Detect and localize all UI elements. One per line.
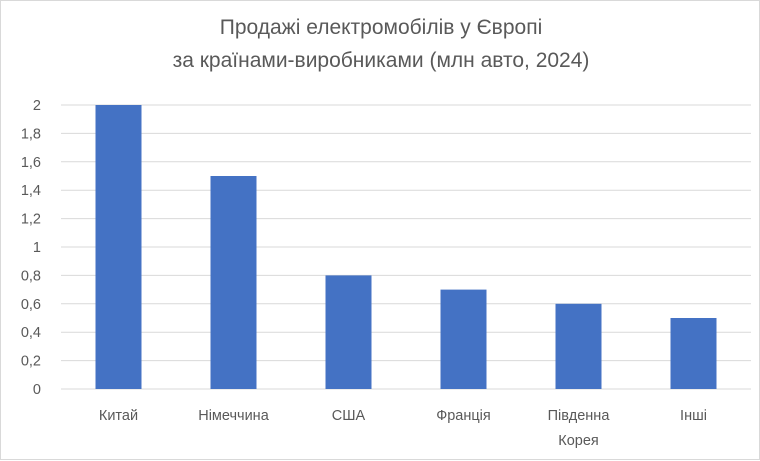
y-tick-label: 0 [33,382,41,398]
x-tick-label: Франція [436,408,491,424]
bar [210,176,257,389]
y-tick-label: 1 [33,240,41,256]
x-tick-label: Китай [99,408,138,424]
x-tick-label: Німеччина [198,408,269,424]
chart-title-line-2: за країнами-виробниками (млн авто, 2024) [172,49,590,72]
x-tick-label: Південна Корея [548,408,611,449]
y-tick-label: 1,6 [21,155,41,171]
bar [325,275,372,389]
x-tick-label: Інші [680,408,707,424]
x-tick-label: США [332,408,366,424]
bar [555,303,602,389]
y-tick-label: 1,8 [21,126,41,142]
y-tick-label: 1,2 [21,212,41,228]
y-tick-label: 0,6 [21,297,41,313]
chart-title-line-1: Продажі електромобілів у Європі [219,16,543,39]
y-tick-label: 2 [33,98,41,114]
bar [670,318,717,389]
y-tick-label: 0,4 [21,325,41,341]
y-tick-label: 1,4 [21,183,41,199]
bar [95,105,142,389]
y-tick-label: 0,2 [21,354,41,370]
bar [440,289,487,389]
y-tick-label: 0,8 [21,268,41,284]
